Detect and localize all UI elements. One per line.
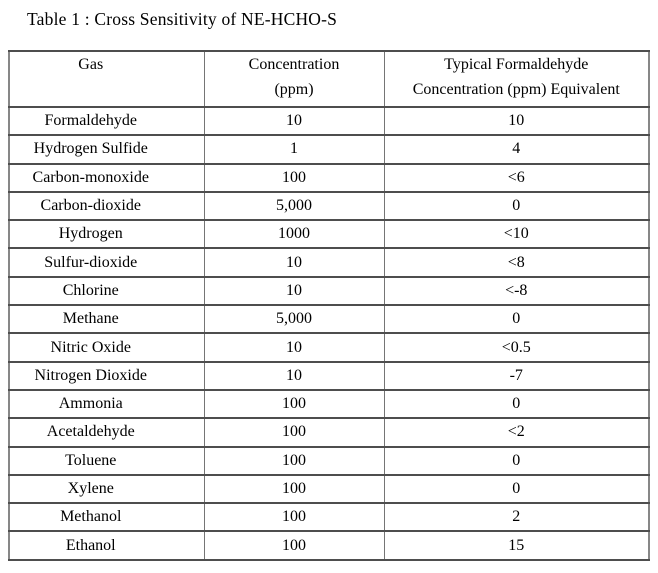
concentration-cell: 100 <box>203 388 385 420</box>
concentration-cell: 100 <box>203 162 385 193</box>
gas-cell: Carbon-dioxide <box>8 190 205 222</box>
gas-cell: Hydrogen <box>8 219 205 250</box>
equivalent-cell: 15 <box>383 530 650 561</box>
equivalent-cell: 2 <box>383 502 650 533</box>
table-row: Nitrogen Dioxide 10 -7 <box>8 360 650 391</box>
concentration-cell: 1000 <box>203 219 385 250</box>
concentration-cell: 1 <box>203 134 385 165</box>
concentration-cell: 100 <box>203 473 385 505</box>
gas-cell: Methane <box>8 304 205 335</box>
header-equivalent-line1: Typical Formaldehyde <box>444 56 589 73</box>
gas-cell: Methanol <box>8 502 205 533</box>
table-row: Chlorine 10 <-8 <box>8 275 650 307</box>
equivalent-cell: 4 <box>383 134 650 165</box>
gas-cell: Toluene <box>8 445 205 476</box>
gas-cell: Ethanol <box>8 530 205 561</box>
equivalent-cell: <10 <box>383 219 650 250</box>
table-row: Methanol 100 2 <box>8 502 650 533</box>
table-row: Toluene 100 0 <box>8 445 650 476</box>
equivalent-cell: <2 <box>383 417 650 448</box>
header-row: Gas Concentration (ppm) Typical Formalde… <box>8 50 650 108</box>
table-row: Carbon-monoxide 100 <6 <box>8 162 650 193</box>
equivalent-cell: -7 <box>383 360 650 391</box>
header-equivalent-line2: Concentration (ppm) Equivalent <box>412 81 620 98</box>
gas-cell: Carbon-monoxide <box>8 162 205 193</box>
header-gas-line2 <box>10 78 172 102</box>
concentration-cell: 100 <box>203 502 385 533</box>
equivalent-cell: 0 <box>383 304 650 335</box>
concentration-cell: 10 <box>203 332 385 363</box>
table-row: Hydrogen 1000 <10 <box>8 219 650 250</box>
table-row: Acetaldehyde 100 <2 <box>8 417 650 448</box>
gas-cell: Formaldehyde <box>8 105 205 137</box>
equivalent-cell: 0 <box>383 473 650 505</box>
table-row: Ammonia 100 0 <box>8 388 650 420</box>
table-row: Nitric Oxide 10 <0.5 <box>8 332 650 363</box>
gas-cell: Nitric Oxide <box>8 332 205 363</box>
table-row: Sulfur-dioxide 10 <8 <box>8 247 650 278</box>
header-concentration-line2: (ppm) <box>274 81 314 98</box>
table-row: Hydrogen Sulfide 1 4 <box>8 134 650 165</box>
gas-cell: Sulfur-dioxide <box>8 247 205 278</box>
concentration-cell: 5,000 <box>203 190 385 222</box>
table-row: Formaldehyde 10 10 <box>8 105 650 137</box>
cross-sensitivity-table: Gas Concentration (ppm) Typical Formalde… <box>8 50 650 561</box>
gas-cell: Nitrogen Dioxide <box>8 360 205 391</box>
header-concentration: Concentration (ppm) <box>203 50 385 108</box>
concentration-cell: 10 <box>203 105 385 137</box>
equivalent-cell: 0 <box>383 190 650 222</box>
gas-cell: Xylene <box>8 473 205 505</box>
gas-cell: Ammonia <box>8 388 205 420</box>
table-title: Table 1 : Cross Sensitivity of NE-HCHO-S <box>27 9 338 29</box>
table-row: Methane 5,000 0 <box>8 304 650 335</box>
equivalent-cell: 0 <box>383 388 650 420</box>
concentration-cell: 10 <box>203 247 385 278</box>
table-row: Ethanol 100 15 <box>8 530 650 561</box>
gas-cell: Acetaldehyde <box>8 417 205 448</box>
concentration-cell: 10 <box>203 275 385 307</box>
header-concentration-line1: Concentration <box>248 56 340 73</box>
gas-cell: Chlorine <box>8 275 205 307</box>
header-equivalent: Typical Formaldehyde Concentration (ppm)… <box>383 50 650 108</box>
equivalent-cell: <6 <box>383 162 650 193</box>
concentration-cell: 5,000 <box>203 304 385 335</box>
header-gas-line1: Gas <box>78 56 104 73</box>
header-gas: Gas <box>8 50 205 108</box>
equivalent-cell: <8 <box>383 247 650 278</box>
equivalent-cell: 0 <box>383 445 650 476</box>
table-row: Carbon-dioxide 5,000 0 <box>8 190 650 222</box>
equivalent-cell: <0.5 <box>383 332 650 363</box>
concentration-cell: 10 <box>203 360 385 391</box>
concentration-cell: 100 <box>203 417 385 448</box>
equivalent-cell: <-8 <box>383 275 650 307</box>
gas-cell: Hydrogen Sulfide <box>8 134 205 165</box>
concentration-cell: 100 <box>203 530 385 561</box>
table-row: Xylene 100 0 <box>8 473 650 505</box>
equivalent-cell: 10 <box>383 105 650 137</box>
table-body: Formaldehyde 10 10 Hydrogen Sulfide 1 4 … <box>8 105 650 561</box>
concentration-cell: 100 <box>203 445 385 476</box>
